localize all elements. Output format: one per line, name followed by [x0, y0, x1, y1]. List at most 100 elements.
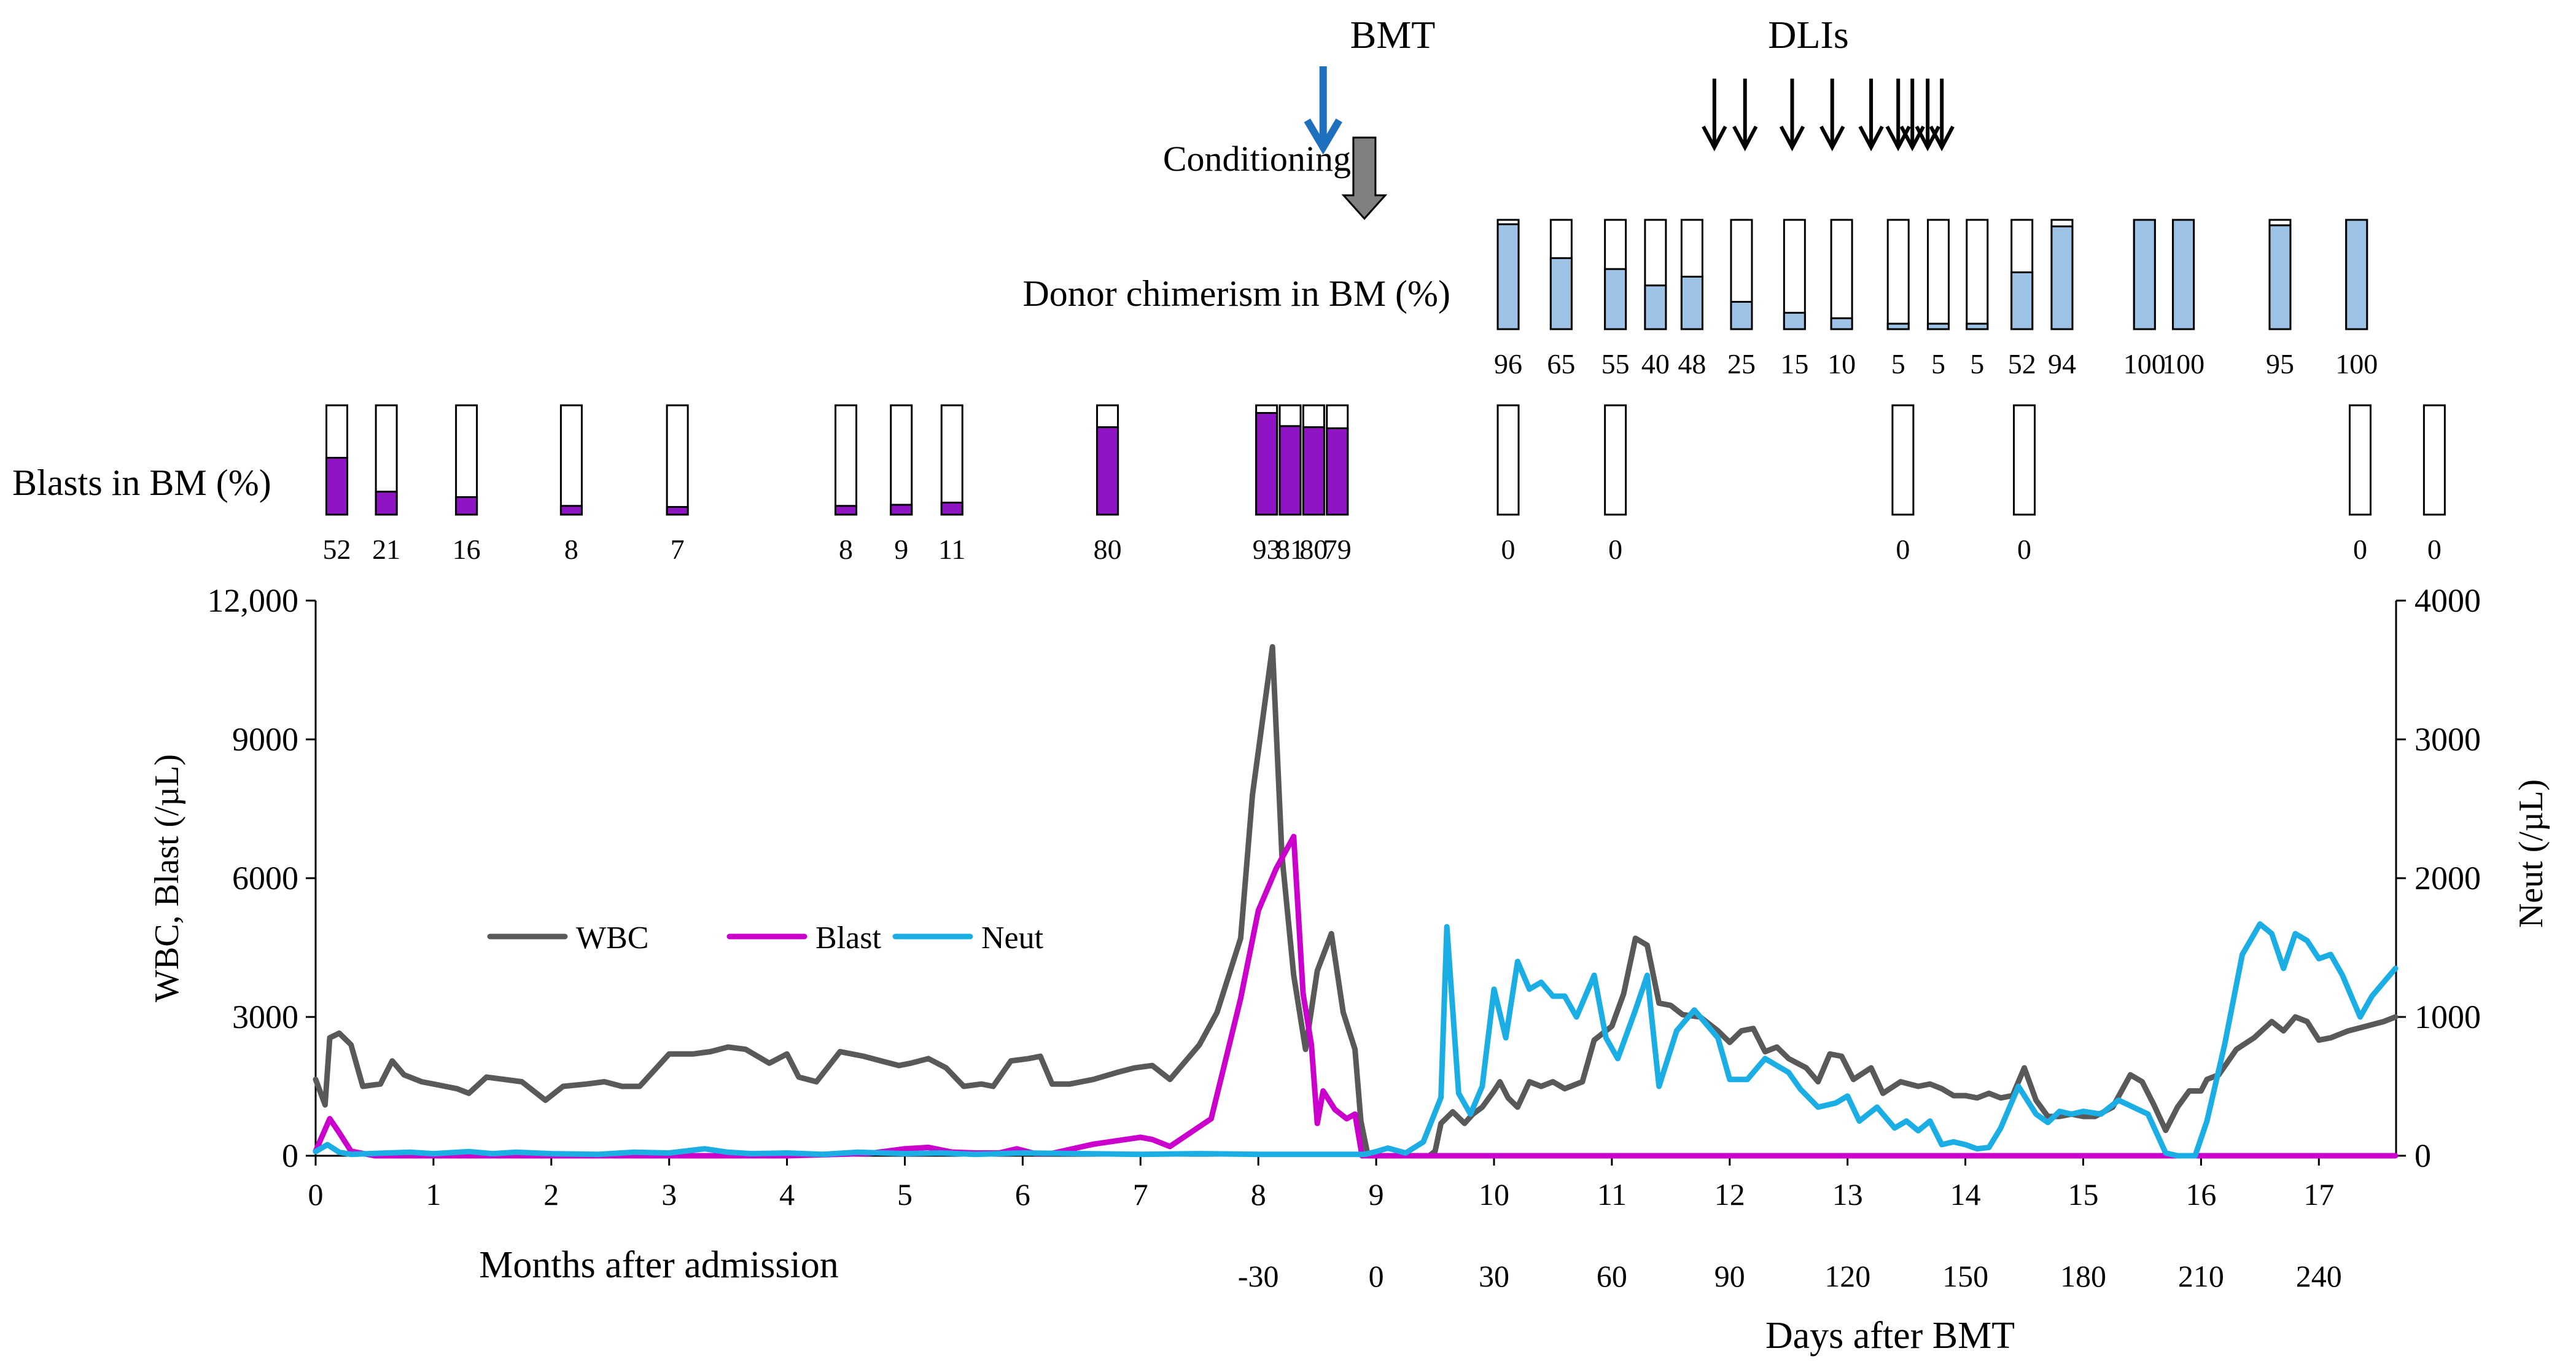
blast-bar-fill — [1302, 426, 1325, 516]
donor-bar-outline — [1783, 219, 1806, 330]
donor-bar-fill — [2050, 225, 2074, 330]
bmt-arrow — [1304, 66, 1342, 155]
donor-bar-label: 25 — [1727, 348, 1756, 380]
blast-bar-outline — [1604, 404, 1627, 516]
blast-bar-fill — [835, 505, 858, 516]
donor-chimerism-label: Donor chimerism in BM (%) — [1022, 273, 1450, 314]
donor-bar-fill — [1886, 322, 1910, 330]
donor-bar-fill — [1926, 322, 1950, 330]
blast-bar-fill — [325, 456, 349, 516]
y-tick-left-label: 3000 — [232, 999, 298, 1035]
x-tick-label: 12 — [1714, 1177, 1745, 1212]
series-line-blast — [313, 833, 2399, 1159]
day-tick-label: 30 — [1479, 1259, 1509, 1293]
day-tick-label: 90 — [1714, 1259, 1745, 1293]
blast-bar-fill — [1278, 425, 1302, 516]
donor-bar-fill — [1966, 322, 1989, 330]
donor-bar-label: 94 — [2048, 348, 2076, 380]
x-tick-label: 6 — [1015, 1177, 1030, 1212]
bmt-arrow-head — [1304, 118, 1342, 155]
x-tick-label: 9 — [1369, 1177, 1384, 1212]
blast-bar-outline — [1891, 404, 1915, 516]
dli-arrows — [1702, 79, 1955, 152]
x-tick-label: 4 — [779, 1177, 795, 1212]
blast-bar-label: 16 — [453, 534, 481, 565]
day-tick-label: 120 — [1824, 1259, 1870, 1293]
dli-label: DLIs — [1768, 13, 1849, 56]
donor-bar-label: 5 — [1891, 348, 1905, 380]
blast-bar-label: 0 — [2427, 534, 2442, 565]
day-tick-label: 150 — [1942, 1259, 1988, 1293]
donor-bar-fill — [1680, 276, 1703, 330]
donor-bar-label: 15 — [1780, 348, 1808, 380]
blast-bar-label: 81 — [1276, 534, 1304, 565]
y-tick-right-label: 1000 — [2415, 999, 2481, 1035]
blast-bar-label: 0 — [1896, 534, 1910, 565]
blast-bar-label: 79 — [1323, 534, 1352, 565]
day-ticks: -30 0 30 60 90 120 150 180 210 240 — [1238, 1259, 2342, 1293]
donor-bar-fill — [1783, 311, 1806, 330]
donor-bar-outline — [1966, 219, 1989, 330]
conditioning-arrow — [1341, 136, 1388, 220]
x-tick-label: 10 — [1479, 1177, 1509, 1212]
blast-bar-outline — [1496, 404, 1520, 516]
legend-label-wbc: WBC — [576, 921, 648, 956]
blast-bar-label: 80 — [1299, 534, 1328, 565]
donor-bar-label: 5 — [1931, 348, 1945, 380]
donor-bar-label: 48 — [1678, 348, 1706, 380]
donor-bar-fill — [1604, 268, 1627, 330]
blast-bar-fill — [455, 496, 478, 516]
donor-bar-label: 65 — [1547, 348, 1575, 380]
blast-bar-outline — [2013, 404, 2036, 516]
blast-bar-label: 0 — [1501, 534, 1516, 565]
blast-bar-fill — [375, 491, 398, 516]
dli-arrow-head — [1702, 125, 1727, 152]
blast-bar-label: 93 — [1253, 534, 1281, 565]
y-ticks-left: 0 3000 6000 9000 12,000 — [208, 582, 316, 1174]
x-tick-label: 8 — [1251, 1177, 1266, 1212]
x-tick-label: 7 — [1133, 1177, 1148, 1212]
day-tick-label: 180 — [2060, 1259, 2106, 1293]
blast-bar-outline — [666, 404, 689, 516]
donor-bar-fill — [2172, 219, 2195, 330]
day-tick-label: 240 — [2296, 1259, 2342, 1293]
x-ticks: 0 1 2 3 4 5 6 7 8 9 10 11 12 13 14 15 16 17 — [308, 1156, 2334, 1212]
dli-arrow-head — [1929, 125, 1955, 152]
donor-bar-fill — [2268, 224, 2292, 330]
legend-label-neut: Neut — [981, 921, 1044, 956]
blast-bar-label: 0 — [2017, 534, 2031, 565]
blast-bar-label: 0 — [1608, 534, 1622, 565]
day-tick-label: 210 — [2178, 1259, 2224, 1293]
conditioning-arrow-shape — [1341, 136, 1388, 220]
y-tick-left-label: 6000 — [232, 860, 298, 897]
x-tick-label: 13 — [1832, 1177, 1863, 1212]
x-axis-label-days: Days after BMT — [1765, 1315, 2015, 1357]
y-tick-right-label: 4000 — [2415, 582, 2481, 619]
donor-bar-label: 96 — [1494, 348, 1522, 380]
blast-bar-fill — [666, 506, 689, 516]
blast-bar-label: 8 — [564, 534, 578, 565]
blast-bar-fill — [1255, 411, 1278, 516]
donor-bar-fill — [2010, 271, 2034, 330]
blast-bar-fill — [1096, 426, 1119, 516]
blast-bar-outline — [2348, 404, 2372, 516]
donor-bar-label: 100 — [2123, 348, 2166, 380]
blast-bar-label: 52 — [323, 534, 351, 565]
legend: WBC Blast Neut — [487, 921, 1044, 956]
blast-bar-outline — [940, 404, 963, 516]
blast-bar-label: 7 — [671, 534, 685, 565]
x-tick-label: 0 — [308, 1177, 324, 1212]
donor-bar-fill — [1549, 257, 1573, 330]
donor-bar-label: 100 — [2162, 348, 2204, 380]
x-tick-label: 15 — [2068, 1177, 2099, 1212]
y-tick-left-label: 0 — [282, 1137, 298, 1174]
donor-bar-label: 10 — [1827, 348, 1856, 380]
donor-bar-fill — [1496, 223, 1520, 330]
blast-bar-label: 80 — [1094, 534, 1122, 565]
donor-bar-label: 40 — [1641, 348, 1670, 380]
y-axis-right-label: Neut (/µL) — [2512, 779, 2550, 928]
donor-bar-label: 52 — [2008, 348, 2036, 380]
y-tick-left-label: 12,000 — [208, 582, 299, 619]
